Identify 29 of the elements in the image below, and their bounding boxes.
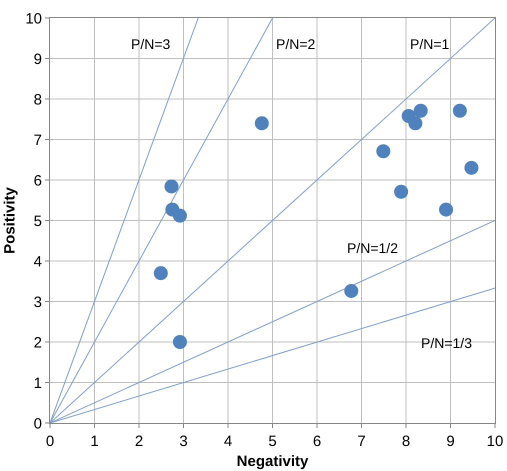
x-tick-label: 4 bbox=[224, 433, 232, 450]
y-tick-label: 6 bbox=[34, 172, 42, 190]
x-tick-label: 1 bbox=[90, 433, 99, 450]
y-tick-label: 9 bbox=[34, 50, 42, 68]
y-tick-label: 8 bbox=[34, 91, 42, 108]
x-tick-label: 5 bbox=[268, 433, 277, 450]
x-tick-label: 0 bbox=[46, 433, 54, 450]
x-tick-label: 9 bbox=[446, 433, 455, 450]
x-axis-title: Negativity bbox=[236, 453, 309, 470]
y-tick-label: 5 bbox=[34, 212, 42, 230]
series-label: P/N=1/3 bbox=[421, 335, 472, 351]
series-label: P/N=3 bbox=[131, 36, 171, 52]
y-tick-label: 4 bbox=[34, 253, 42, 270]
series-label: P/N=1/2 bbox=[347, 240, 398, 256]
y-tick-label: 10 bbox=[25, 10, 42, 28]
x-tick-label: 6 bbox=[312, 433, 322, 450]
series-label: P/N=2 bbox=[276, 36, 316, 52]
y-tick-label: 3 bbox=[34, 294, 42, 311]
y-tick-label: 7 bbox=[34, 132, 42, 149]
y-axis-title: Positivity bbox=[2, 186, 19, 254]
x-tick-label: 10 bbox=[486, 433, 504, 450]
y-tick-label: 2 bbox=[34, 334, 42, 352]
y-tick-label: 1 bbox=[34, 374, 42, 392]
y-tick-label: 0 bbox=[34, 415, 42, 432]
x-tick-label: 3 bbox=[179, 433, 188, 450]
x-tick-label: 2 bbox=[134, 433, 144, 450]
x-tick-label: 7 bbox=[357, 433, 366, 450]
series-label: P/N=1 bbox=[410, 36, 450, 52]
x-tick-label: 8 bbox=[402, 433, 410, 450]
